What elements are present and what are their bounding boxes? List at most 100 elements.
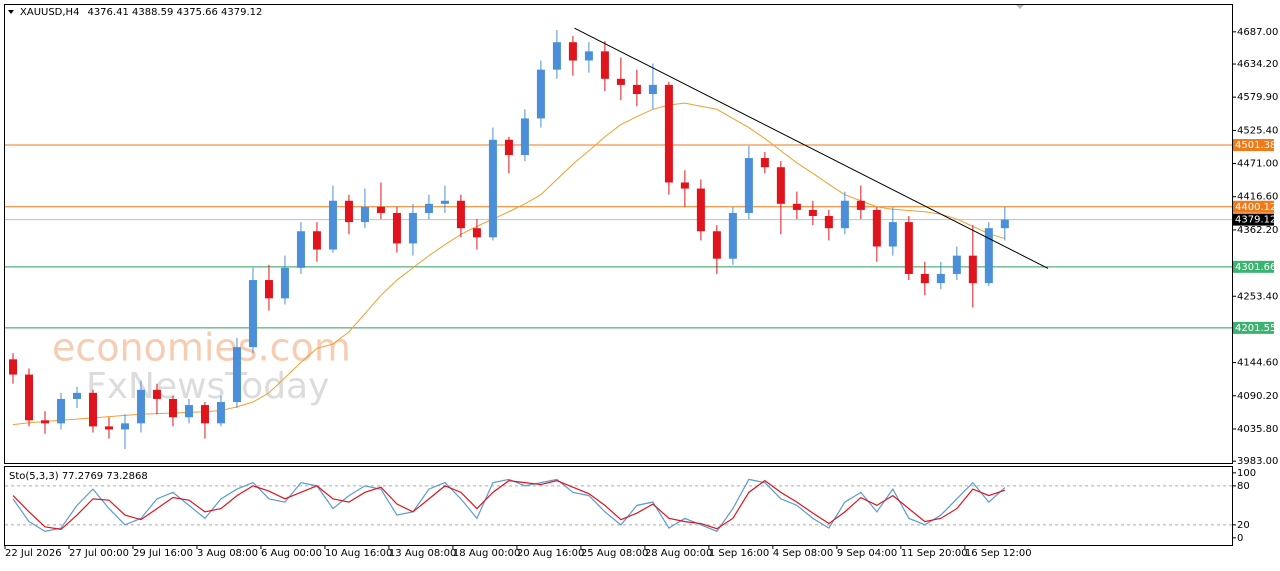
- candle-body: [344, 200, 353, 223]
- price-label-bg: [1233, 139, 1274, 152]
- candle-body: [792, 203, 801, 210]
- x-tick-label: 27 Jul 00:00: [69, 548, 129, 559]
- candle-body: [568, 42, 577, 61]
- candle-body: [216, 402, 225, 424]
- y-tick-label: 4579.90: [1237, 92, 1278, 103]
- y-tick-label: 4525.40: [1237, 125, 1278, 136]
- x-tick-label: 4 Sep 08:00: [773, 548, 833, 559]
- x-tick-label: 13 Aug 08:00: [389, 548, 456, 559]
- x-tick-label: 9 Sep 04:00: [837, 548, 897, 559]
- candle-body: [200, 405, 209, 424]
- x-tick-label: 6 Aug 00:00: [261, 548, 322, 559]
- candle-body: [632, 84, 641, 95]
- candle-body: [232, 347, 241, 403]
- candle-body: [56, 398, 65, 424]
- watermark: FxNewsToday: [86, 366, 329, 407]
- candle-body: [184, 405, 193, 418]
- candle-body: [808, 209, 817, 217]
- x-tick-label: 10 Aug 16:00: [325, 548, 392, 559]
- candle-body: [408, 212, 417, 244]
- menu-arrow[interactable]: [8, 10, 14, 14]
- candle-body: [392, 212, 401, 244]
- candle-body: [584, 51, 593, 61]
- sub-frame: [4, 466, 1233, 546]
- x-tick-label: 18 Aug 00:00: [453, 548, 520, 559]
- chart-subtitle: 4376.41 4388.59 4375.66 4379.12: [87, 7, 262, 18]
- candle-body: [552, 42, 561, 70]
- candle-body: [40, 420, 49, 424]
- candle-body: [776, 167, 785, 204]
- candle-body: [920, 273, 929, 284]
- candle-body: [456, 200, 465, 229]
- price-label-bg: [1233, 321, 1274, 334]
- candle-body: [616, 78, 625, 85]
- price-label: 4400.12: [1235, 202, 1276, 213]
- watermark: economies.com: [52, 326, 351, 370]
- x-tick-label: 22 Jul 2026: [5, 548, 62, 559]
- candle-body: [264, 280, 273, 299]
- y-tick-label: 4035.80: [1237, 424, 1278, 435]
- stochastic-line: [12, 479, 1006, 531]
- x-tick-label: 20 Aug 16:00: [517, 548, 584, 559]
- price-label: 4301.66: [1235, 262, 1276, 273]
- price-label: 4201.55: [1235, 323, 1276, 334]
- candle-body: [504, 139, 513, 156]
- candle-body: [888, 222, 897, 247]
- candle-body: [952, 255, 961, 274]
- x-tick-label: 28 Aug 00:00: [645, 548, 712, 559]
- candle-body: [968, 255, 977, 284]
- candle-body: [120, 423, 129, 430]
- candle-body: [520, 118, 529, 156]
- candle-body: [360, 206, 369, 223]
- candle-body: [744, 158, 753, 213]
- y-tick-label: 3983.00: [1237, 456, 1278, 467]
- candle-body: [88, 392, 97, 427]
- candle-body: [904, 222, 913, 274]
- y-tick-label: 4090.20: [1237, 391, 1278, 402]
- y-tick-label: 20: [1237, 520, 1250, 531]
- candle-body: [696, 188, 705, 232]
- price-label: 4379.12: [1235, 215, 1276, 226]
- y-tick-label: 4362.20: [1237, 225, 1278, 236]
- y-tick-label: 4471.00: [1237, 159, 1278, 170]
- x-tick-label: 11 Sep 20:00: [901, 548, 968, 559]
- moving-average: [12, 102, 1005, 426]
- candle-body: [24, 374, 33, 421]
- y-tick-label: 4253.40: [1237, 291, 1278, 302]
- y-tick-label: 4416.60: [1237, 192, 1278, 203]
- candle-body: [664, 84, 673, 183]
- candle-body: [840, 200, 849, 229]
- x-tick-label: 1 Sep 16:00: [709, 548, 769, 559]
- candle-body: [440, 200, 449, 204]
- candle-body: [536, 69, 545, 119]
- candle-body: [168, 398, 177, 418]
- indicator-title: Sto(5,3,3) 77.2769 73.2868: [9, 471, 148, 482]
- shift-marker: [1016, 5, 1024, 9]
- x-tick-label: 25 Aug 08:00: [581, 548, 648, 559]
- candle-body: [856, 200, 865, 210]
- candle-body: [136, 389, 145, 424]
- y-tick-label: 80: [1237, 481, 1250, 492]
- candle-body: [72, 392, 81, 399]
- candle-body: [328, 200, 337, 250]
- y-tick-label: 4634.20: [1237, 59, 1278, 70]
- candle-body: [312, 231, 321, 250]
- candle-body: [376, 206, 385, 213]
- candle-body: [680, 182, 689, 189]
- y-tick-label: 4687.00: [1237, 27, 1278, 38]
- candle-body: [104, 426, 113, 430]
- candle-body: [824, 216, 833, 229]
- y-tick-label: 4144.60: [1237, 358, 1278, 369]
- price-label-bg: [1233, 260, 1274, 273]
- candle-body: [1000, 219, 1009, 229]
- candle-body: [424, 203, 433, 213]
- candle-body: [472, 228, 481, 238]
- candle-body: [488, 139, 497, 238]
- price-label: 4501.38: [1235, 140, 1276, 151]
- candle-body: [248, 280, 257, 348]
- candle-body: [280, 267, 289, 299]
- candle-body: [712, 231, 721, 259]
- candle-body: [728, 212, 737, 259]
